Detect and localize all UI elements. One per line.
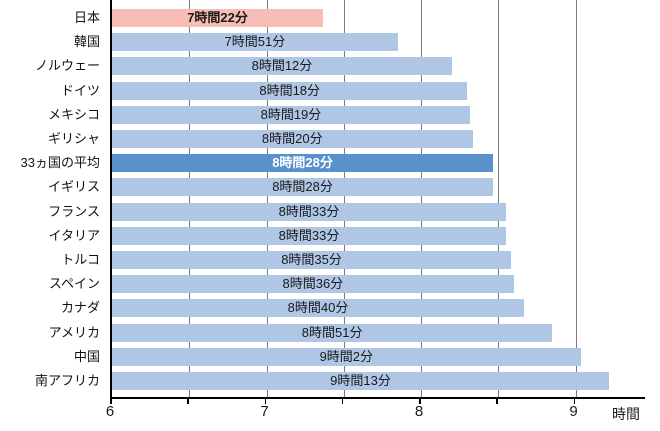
bar-value-label: 7時間51分 <box>224 34 286 50</box>
category-label: 中国 <box>73 348 100 364</box>
x-axis-tick <box>110 399 112 404</box>
bar-default-3: 8時間18分 <box>112 81 468 100</box>
bar-value-label: 8時間40分 <box>287 300 349 316</box>
bar-default-13: 8時間51分 <box>112 323 553 342</box>
x-axis-tick <box>573 399 575 404</box>
bar-default-5: 8時間20分 <box>112 130 473 148</box>
bar-default-7: 8時間28分 <box>112 178 494 197</box>
category-label: 韓国 <box>73 34 100 50</box>
bar-default-15: 9時間13分 <box>112 372 609 390</box>
bar-japan-0: 7時間22分 <box>112 9 324 27</box>
bar-value-label: 8時間35分 <box>281 252 342 267</box>
category-label: イタリア <box>48 227 100 243</box>
x-axis-tick-label: 8 <box>414 403 424 420</box>
x-axis-tick <box>419 399 421 404</box>
category-label: ギリシャ <box>47 131 100 146</box>
x-axis-tick <box>496 399 498 404</box>
category-label: 33ヵ国の平均 <box>20 155 100 171</box>
category-label: 南アフリカ <box>34 373 100 388</box>
bar-value-label: 8時間51分 <box>301 324 363 340</box>
x-axis-tick <box>187 399 189 404</box>
gridline <box>498 0 500 397</box>
bar-value-label: 8時間12分 <box>251 58 313 74</box>
category-label: アメリカ <box>48 324 100 340</box>
bar-value-label: 8時間20分 <box>261 131 323 146</box>
category-label: ドイツ <box>60 82 100 98</box>
bar-value-label: 7時間22分 <box>187 10 248 25</box>
gridline <box>421 0 422 397</box>
bar-value-label: 9時間2分 <box>319 348 374 364</box>
category-label: フランス <box>48 203 100 219</box>
category-label: スペイン <box>48 276 100 292</box>
category-label: イギリス <box>47 179 100 195</box>
bar-value-label: 8時間33分 <box>278 203 340 219</box>
bar-value-label: 8時間28分 <box>272 155 333 171</box>
bar-default-11: 8時間36分 <box>112 275 514 294</box>
category-labels: 日本韓国ノルウェードイツメキシコギリシャ 33ヵ国の平均イギリスフランスイタリアト… <box>0 0 104 397</box>
category-label: メキシコ <box>47 106 100 122</box>
bar-default-10: 8時間35分 <box>112 251 512 269</box>
bar-average-6: 8時間28分 <box>112 154 494 173</box>
bar-value-label: 9時間13分 <box>330 373 391 388</box>
bar-value-label: 8時間36分 <box>282 276 344 292</box>
bars-layer: 7時間22分 7時間51分 8時間12分 8時間18分 8時間19分 8時間20分 8時間2… <box>112 0 645 397</box>
gridline <box>575 0 577 397</box>
gridline <box>343 0 345 397</box>
x-axis-tick-label: 6 <box>105 403 115 420</box>
bar-default-9: 8時間33分 <box>112 226 506 245</box>
category-label: 日本 <box>73 10 100 25</box>
bar-value-label: 8時間28分 <box>272 179 333 195</box>
gridline <box>189 0 191 397</box>
bar-default-8: 8時間33分 <box>112 202 506 221</box>
bar-default-4: 8時間19分 <box>112 105 470 124</box>
bar-default-14: 9時間2分 <box>112 347 581 366</box>
x-axis-tick <box>341 399 344 404</box>
bar-default-12: 8時間40分 <box>112 299 524 318</box>
x-axis-unit-label: 時間 <box>612 406 640 422</box>
category-label: カナダ <box>60 300 100 316</box>
gridlines-layer <box>112 0 645 397</box>
category-label: ノルウェー <box>34 58 100 74</box>
bar-value-label: 8時間19分 <box>260 106 322 122</box>
bar-default-1: 7時間51分 <box>112 33 398 52</box>
x-axis-tick-label: 7 <box>260 403 269 420</box>
plot-area: 7時間22分 7時間51分 8時間12分 8時間18分 8時間19分 8時間20分 8時間2… <box>110 0 645 399</box>
category-label: トルコ <box>61 252 100 267</box>
bar-value-label: 8時間18分 <box>259 82 321 98</box>
x-axis-tick-label: 9 <box>569 403 578 420</box>
gridline <box>266 0 268 397</box>
bar-default-2: 8時間12分 <box>112 57 452 76</box>
bar-value-label: 8時間33分 <box>278 227 340 243</box>
x-axis-tick <box>264 399 266 404</box>
